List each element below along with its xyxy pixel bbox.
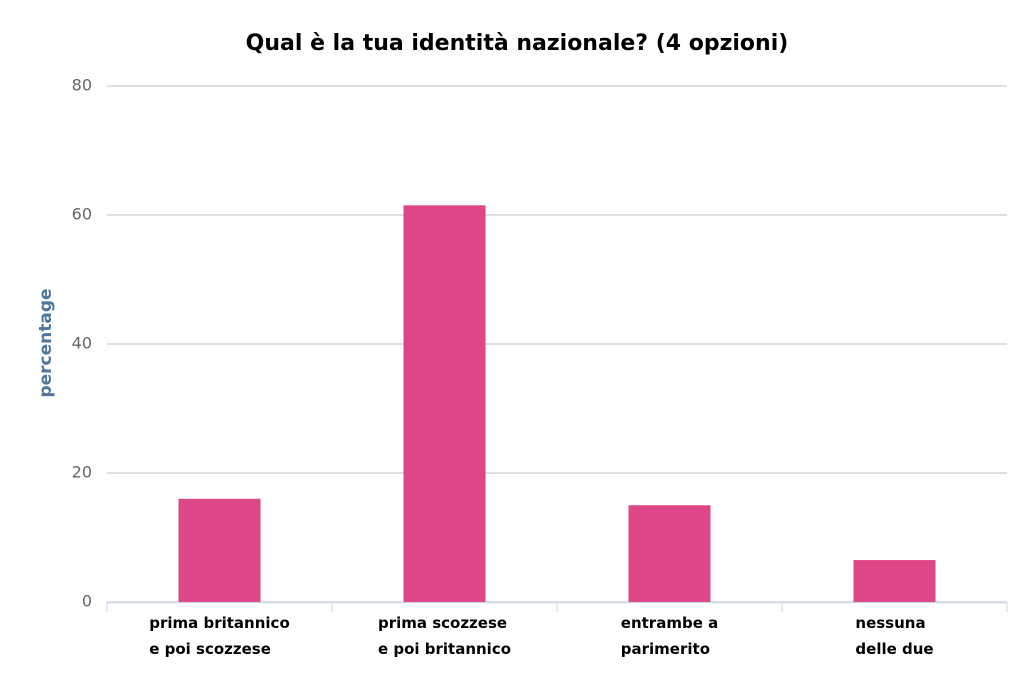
y-tick-label: 40 bbox=[72, 334, 92, 353]
bar bbox=[403, 205, 486, 602]
y-tick-label: 80 bbox=[72, 76, 92, 95]
y-tick-label: 60 bbox=[72, 205, 92, 224]
bar bbox=[628, 505, 711, 602]
y-tick-label: 0 bbox=[82, 592, 92, 611]
y-tick-label: 20 bbox=[72, 463, 92, 482]
x-tick-label-box: prima britannico e poi scozzese bbox=[107, 610, 332, 662]
x-tick-label-box: entrambe a parimerito bbox=[557, 610, 782, 662]
chart-title: Qual è la tua identità nazionale? (4 opz… bbox=[246, 31, 789, 56]
x-tick-label: nessuna delle due bbox=[855, 614, 934, 658]
y-axis-title: percentage bbox=[36, 288, 56, 397]
bar bbox=[178, 498, 261, 602]
x-tick-label: prima scozzese e poi britannico bbox=[377, 614, 512, 658]
bar bbox=[853, 560, 936, 602]
x-tick-label-box: nessuna delle due bbox=[782, 610, 1007, 662]
x-tick-label: prima britannico e poi scozzese bbox=[149, 614, 290, 658]
x-tick-label: entrambe a parimerito bbox=[620, 614, 719, 658]
x-tick-label-box: prima scozzese e poi britannico bbox=[332, 610, 557, 662]
